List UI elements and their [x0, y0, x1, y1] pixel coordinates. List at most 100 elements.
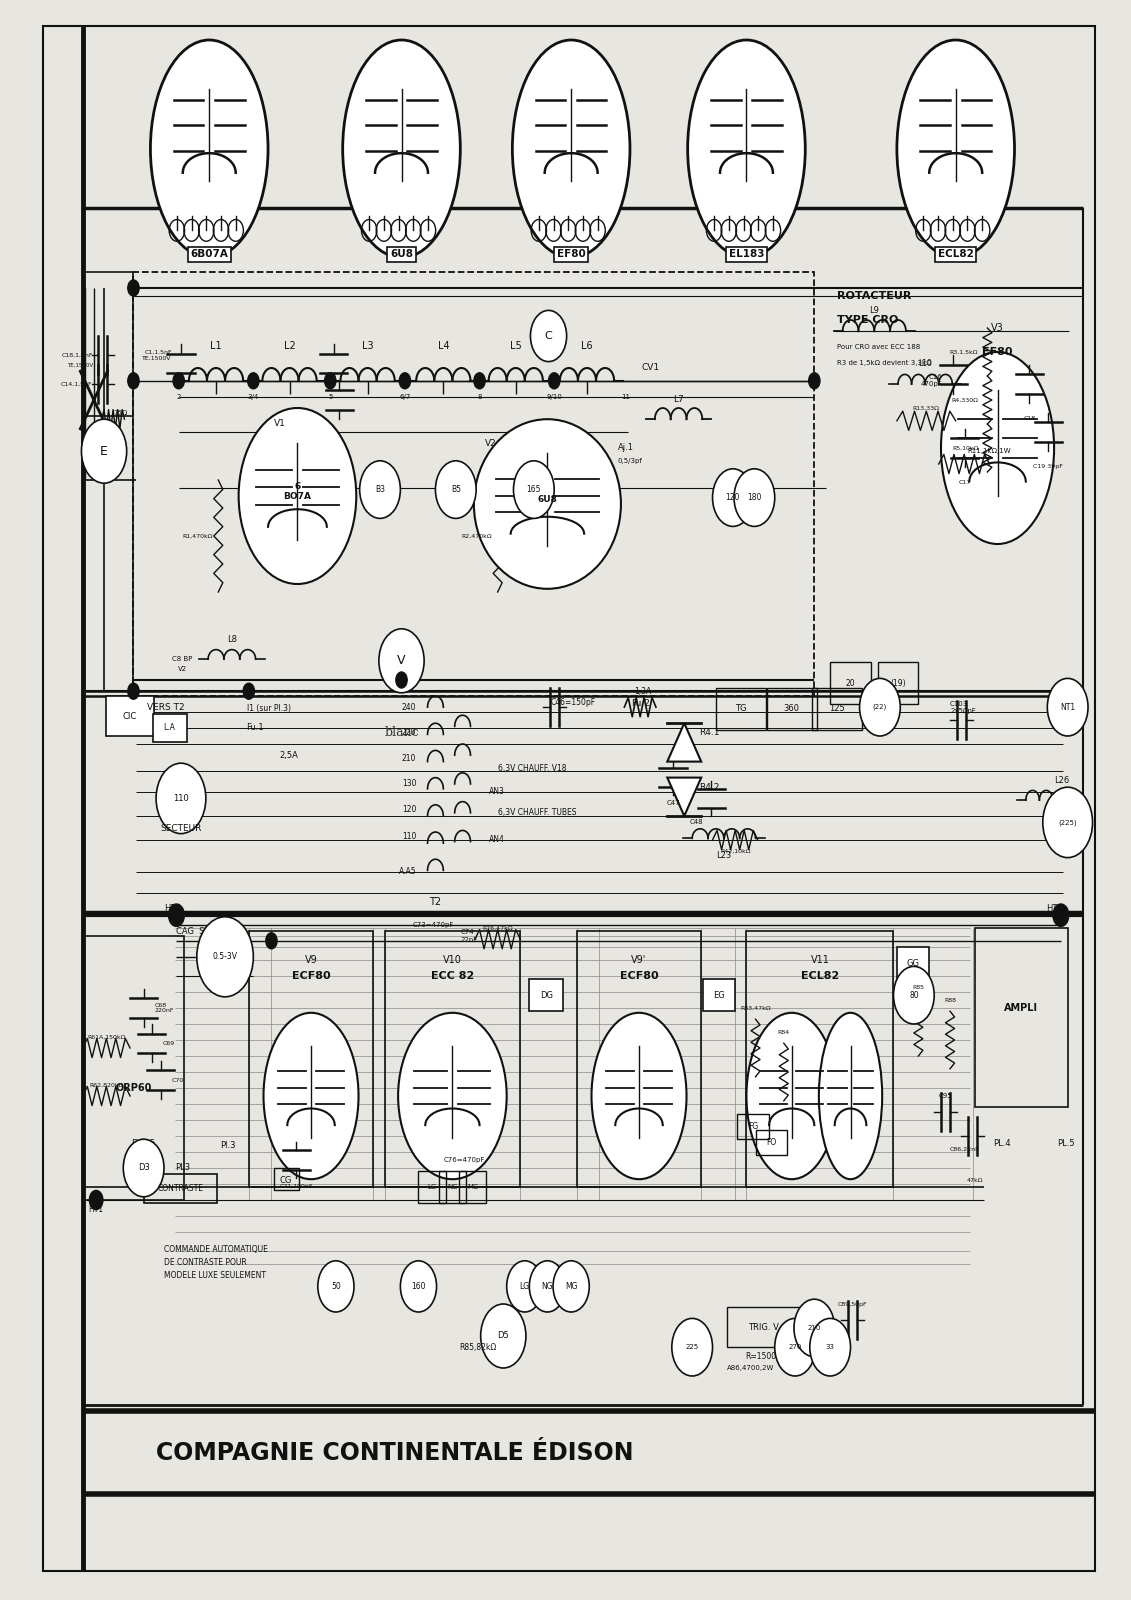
Text: R4,330Ω: R4,330Ω [951, 397, 978, 403]
Text: EG: EG [714, 990, 725, 1000]
Text: 5: 5 [328, 394, 333, 400]
Text: 1,3A: 1,3A [633, 686, 651, 696]
Text: R=1500V: R=1500V [745, 1352, 782, 1362]
Text: TRIG. V: TRIG. V [748, 1323, 779, 1333]
Text: V3: V3 [991, 323, 1004, 333]
Text: 110: 110 [402, 832, 416, 842]
Text: 360: 360 [784, 704, 800, 714]
Text: COMMANDE AUTOMATIQUE: COMMANDE AUTOMATIQUE [164, 1245, 268, 1254]
Bar [727, 1307, 801, 1347]
Circle shape [128, 280, 139, 296]
Text: HT1: HT1 [164, 904, 181, 914]
Text: NT1: NT1 [1060, 702, 1076, 712]
Text: 120: 120 [726, 493, 740, 502]
Text: 2,5A: 2,5A [279, 750, 299, 760]
Circle shape [325, 373, 336, 389]
Text: R4.1: R4.1 [699, 728, 719, 738]
Text: ECL82: ECL82 [938, 250, 974, 259]
Text: L9: L9 [870, 306, 879, 315]
Text: 33: 33 [826, 1344, 835, 1350]
Polygon shape [667, 723, 701, 762]
Circle shape [1053, 904, 1069, 926]
Text: AN3: AN3 [489, 787, 504, 797]
Text: V9: V9 [304, 955, 318, 965]
Circle shape [318, 1261, 354, 1312]
Bar [756, 1130, 787, 1155]
Circle shape [810, 1318, 851, 1376]
Bar [459, 1171, 486, 1203]
Text: 120: 120 [402, 805, 416, 814]
Ellipse shape [688, 40, 805, 258]
Ellipse shape [474, 419, 621, 589]
Text: R62,820kΩ: R62,820kΩ [89, 1082, 123, 1088]
Circle shape [89, 1190, 103, 1210]
Circle shape [672, 1318, 713, 1376]
Bar [274, 1168, 299, 1190]
Text: ECC 82: ECC 82 [431, 971, 474, 981]
Circle shape [248, 373, 259, 389]
Text: L5: L5 [510, 341, 521, 350]
Text: T2: T2 [430, 898, 441, 907]
Text: FG: FG [748, 1122, 759, 1131]
Bar [153, 714, 187, 742]
Text: ECF80: ECF80 [292, 971, 330, 981]
Text: C48: C48 [690, 819, 703, 826]
Circle shape [156, 763, 206, 834]
Bar [529, 979, 563, 1011]
Text: C95: C95 [939, 1093, 952, 1099]
Text: PL.5: PL.5 [1057, 1139, 1076, 1149]
Text: MG: MG [564, 1282, 578, 1291]
Circle shape [128, 683, 139, 699]
Circle shape [507, 1261, 543, 1312]
Bar [418, 1171, 446, 1203]
Bar [577, 931, 701, 1187]
Text: 3e: 3e [1054, 790, 1063, 800]
Bar [975, 928, 1068, 1107]
Circle shape [481, 1304, 526, 1368]
Text: ECF80: ECF80 [620, 971, 658, 981]
Text: CV1: CV1 [641, 363, 659, 373]
Text: ECL82: ECL82 [801, 971, 839, 981]
Text: 0,5/3pf: 0,5/3pf [618, 458, 642, 464]
Text: 160: 160 [412, 1282, 425, 1291]
Bar [385, 931, 520, 1187]
Text: L4: L4 [438, 341, 449, 350]
Bar [812, 688, 862, 730]
Ellipse shape [343, 40, 460, 258]
Ellipse shape [150, 40, 268, 258]
Circle shape [379, 629, 424, 693]
Text: C: C [545, 331, 552, 341]
Text: C18: C18 [1024, 416, 1035, 421]
Text: R42,10kΩ: R42,10kΩ [720, 848, 750, 854]
Circle shape [243, 683, 254, 699]
Text: C68
220nF: C68 220nF [155, 1003, 174, 1013]
Text: DG: DG [539, 990, 553, 1000]
Text: LG: LG [520, 1282, 529, 1291]
Text: 6,3V CHAUFF. TUBES: 6,3V CHAUFF. TUBES [498, 808, 576, 818]
Text: C47: C47 [666, 800, 680, 806]
Text: TYPE CRO: TYPE CRO [837, 315, 898, 325]
Bar [878, 662, 918, 704]
Text: V2: V2 [485, 438, 497, 448]
Text: DA85: DA85 [131, 1139, 156, 1149]
Text: C86,22nF: C86,22nF [950, 1146, 979, 1152]
Circle shape [169, 904, 184, 926]
Text: EL183: EL183 [728, 250, 765, 259]
Text: 130: 130 [402, 779, 416, 789]
Text: C89,50pF: C89,50pF [838, 1302, 867, 1307]
Text: C70: C70 [172, 1077, 184, 1083]
Bar [106, 696, 154, 736]
Text: 125: 125 [829, 704, 845, 714]
Circle shape [81, 419, 127, 483]
Text: R11,1kΩ,1W: R11,1kΩ,1W [967, 448, 1011, 454]
Bar [830, 662, 871, 704]
Circle shape [474, 373, 485, 389]
Text: AMPLI: AMPLI [1004, 1003, 1038, 1013]
Circle shape [553, 1261, 589, 1312]
Ellipse shape [592, 1013, 687, 1179]
Circle shape [1043, 787, 1093, 858]
Text: V9': V9' [631, 955, 647, 965]
Text: L.A: L.A [164, 723, 175, 733]
Text: L2: L2 [284, 341, 295, 350]
Text: EF80: EF80 [556, 250, 586, 259]
